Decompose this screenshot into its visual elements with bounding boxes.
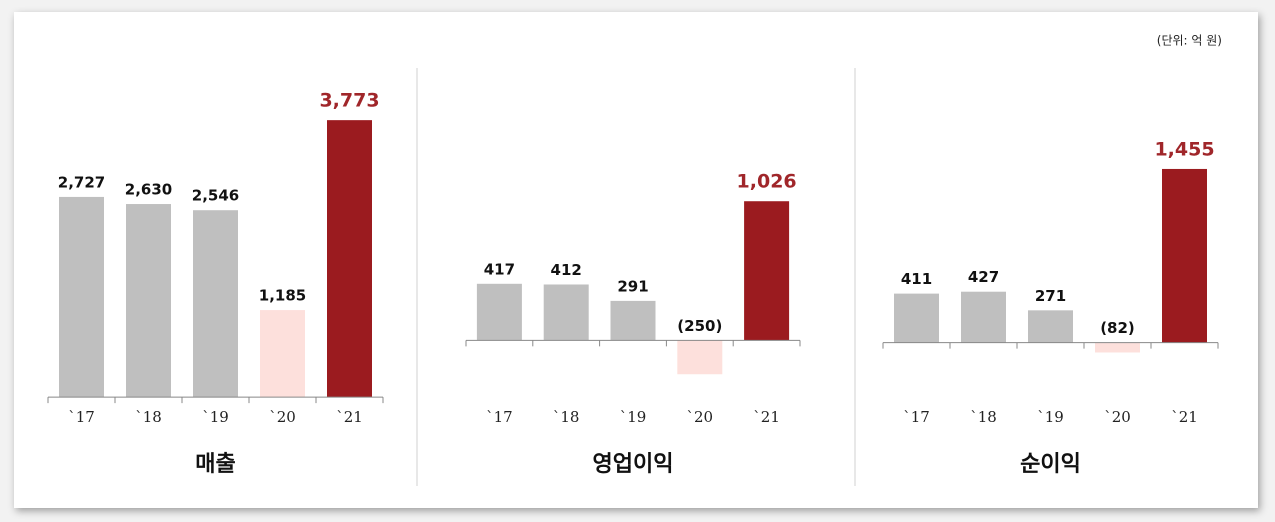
bar	[894, 293, 939, 343]
bar	[961, 291, 1006, 343]
unit-note: (단위: 억 원)	[1157, 34, 1222, 48]
x-tick-label: `21	[336, 408, 363, 426]
x-tick-label: `21	[753, 408, 780, 426]
chart-title: 순이익	[1020, 452, 1081, 477]
chart-title: 매출	[195, 452, 235, 477]
x-tick-label: `19	[202, 408, 229, 426]
data-label: 2,546	[192, 187, 239, 205]
bar	[260, 310, 305, 398]
x-tick-label: `17	[903, 408, 930, 426]
bar	[677, 340, 723, 375]
bar	[327, 120, 372, 398]
chart-title: 영업이익	[593, 452, 674, 477]
data-label: 2,630	[125, 181, 172, 199]
x-tick-label: `21	[1171, 408, 1198, 426]
data-label: 1,185	[259, 287, 306, 305]
x-tick-label: `17	[68, 408, 95, 426]
data-label: 1,026	[737, 171, 797, 193]
x-tick-label: `18	[135, 408, 162, 426]
data-label: 1,455	[1154, 138, 1214, 160]
bar	[476, 283, 522, 341]
bar	[1162, 168, 1207, 343]
data-label: (82)	[1100, 319, 1135, 337]
x-tick-label: `20	[687, 408, 714, 426]
x-tick-label: `19	[620, 408, 647, 426]
data-label: 417	[484, 260, 515, 278]
data-label: 411	[901, 270, 932, 288]
bar	[126, 204, 171, 398]
bar	[744, 201, 790, 341]
bar	[610, 300, 656, 341]
data-label: 412	[551, 261, 582, 279]
data-label: 271	[1035, 287, 1066, 305]
x-tick-label: `19	[1037, 408, 1064, 426]
data-label: 291	[617, 277, 648, 295]
x-tick-label: `18	[553, 408, 580, 426]
x-tick-label: `20	[1104, 408, 1131, 426]
bar	[59, 196, 104, 398]
bar	[543, 284, 589, 341]
bar	[1095, 342, 1140, 353]
bar	[1028, 310, 1073, 343]
data-label: 3,773	[319, 90, 379, 112]
data-label: (250)	[677, 317, 722, 335]
data-label: 2,727	[58, 173, 105, 191]
data-label: 427	[968, 268, 999, 286]
x-tick-label: `17	[486, 408, 513, 426]
x-tick-label: `18	[970, 408, 997, 426]
bar	[193, 210, 238, 398]
x-tick-label: `20	[269, 408, 296, 426]
